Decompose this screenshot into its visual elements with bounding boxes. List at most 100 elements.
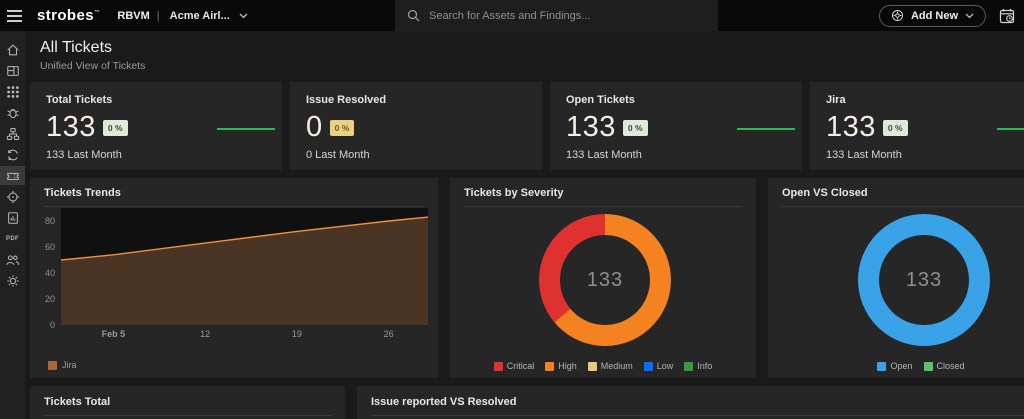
severity-donut-chart[interactable]: 133 bbox=[539, 214, 671, 346]
tickets-by-severity-panel: Tickets by Severity 133 Critical High Me… bbox=[450, 178, 756, 378]
stat-card-title: Total Tickets bbox=[46, 94, 113, 106]
sidebar-item-reports[interactable] bbox=[0, 208, 25, 227]
stat-card-title: Open Tickets bbox=[566, 94, 635, 106]
x-axis-tick-label: Feb 5 bbox=[101, 329, 126, 339]
legend-label: Info bbox=[697, 361, 713, 371]
donut-hole: 133 bbox=[560, 235, 650, 325]
stat-card-open-tickets: Open Tickets 133 0 % 133 Last Month bbox=[550, 82, 802, 170]
page-header: All Tickets Unified View of Tickets bbox=[25, 31, 1024, 72]
stat-card-total-tickets: Total Tickets 133 0 % 133 Last Month bbox=[30, 82, 282, 170]
add-new-label: Add New bbox=[910, 9, 958, 22]
logo-text: strobes bbox=[37, 7, 94, 24]
legend-item-open[interactable]: Open bbox=[877, 361, 913, 371]
legend-item-info[interactable]: Info bbox=[684, 361, 712, 371]
legend-item-high[interactable]: High bbox=[545, 361, 577, 371]
divider bbox=[782, 206, 1024, 207]
sidebar-item-asset-hierarchy[interactable] bbox=[0, 124, 25, 143]
topbar: strobes™ RBVM | Acme Airl... Add New bbox=[0, 0, 1024, 31]
legend-swatch-open bbox=[877, 361, 887, 371]
sidebar-item-scans[interactable] bbox=[0, 187, 25, 206]
sidebar-item-tickets[interactable] bbox=[0, 166, 25, 185]
trend-sparkline bbox=[217, 128, 275, 130]
stat-card-jira: Jira 133 0 % 133 Last Month bbox=[810, 82, 1024, 170]
scan-schedule-calendar-icon[interactable] bbox=[999, 8, 1015, 24]
search-input[interactable] bbox=[429, 9, 706, 22]
sidebar-item-connectors-sync[interactable] bbox=[0, 145, 25, 164]
legend-label: Jira bbox=[62, 360, 77, 370]
divider bbox=[44, 206, 424, 207]
org-selector-label: Acme Airl... bbox=[169, 9, 230, 22]
chevron-down-icon bbox=[965, 13, 974, 19]
separator: | bbox=[156, 9, 160, 22]
legend-swatch-medium bbox=[587, 361, 597, 371]
global-search-bar[interactable] bbox=[395, 0, 718, 31]
search-icon bbox=[407, 9, 420, 22]
severity-legend: Critical High Medium Low Info bbox=[450, 361, 756, 371]
sidebar-item-settings-gear[interactable] bbox=[0, 271, 25, 290]
legend-swatch-info bbox=[684, 361, 694, 371]
legend-label: Critical bbox=[506, 361, 535, 371]
issue-reported-vs-resolved-panel: Issue reported VS Resolved bbox=[357, 386, 1024, 419]
legend-swatch-low bbox=[643, 361, 653, 371]
donut-hole: 133 bbox=[879, 235, 969, 325]
divider bbox=[464, 206, 742, 207]
legend-item-closed[interactable]: Closed bbox=[923, 361, 965, 371]
sidebar-nav: PDF bbox=[0, 31, 25, 419]
org-selector-dropdown[interactable]: Acme Airl... bbox=[170, 10, 248, 22]
divider bbox=[44, 415, 331, 416]
stat-change-badge: 0 % bbox=[882, 119, 908, 136]
open-vs-closed-panel: Open VS Closed 133 Open Closed bbox=[768, 178, 1024, 378]
sidebar-item-home[interactable] bbox=[0, 40, 25, 59]
sidebar-item-team[interactable] bbox=[0, 250, 25, 269]
page-subtitle: Unified View of Tickets bbox=[40, 60, 146, 72]
x-axis-tick-label: 12 bbox=[200, 329, 211, 339]
tickets-trends-panel: Tickets Trends 0 20 40 60 80 Feb 5 12 19 26 Jir… bbox=[30, 178, 438, 378]
stat-card-subtext: 0 Last Month bbox=[306, 149, 370, 161]
donut-total-count: 133 bbox=[586, 268, 624, 291]
x-axis-tick-label: 26 bbox=[383, 329, 394, 339]
sidebar-item-apps-grid[interactable] bbox=[0, 82, 25, 101]
tickets-trends-chart[interactable]: 0 20 40 60 80 Feb 5 12 19 26 bbox=[45, 208, 428, 339]
stat-card-value: 133 bbox=[46, 111, 96, 143]
stat-cards-row: Total Tickets 133 0 % 133 Last Month Iss… bbox=[30, 82, 1024, 170]
main-content: All Tickets Unified View of Tickets Tota… bbox=[25, 31, 1024, 419]
add-new-button[interactable]: Add New bbox=[878, 4, 986, 27]
sidebar-item-dashboard[interactable] bbox=[0, 61, 25, 80]
stat-card-title: Jira bbox=[826, 94, 846, 106]
legend-label: High bbox=[558, 361, 577, 371]
gear-circle-icon bbox=[891, 9, 904, 22]
panel-title: Issue reported VS Resolved bbox=[371, 396, 517, 408]
sidebar-item-pdf-export[interactable]: PDF bbox=[6, 235, 19, 242]
stat-change-badge: 0 % bbox=[622, 119, 648, 136]
y-axis-tick-label: 40 bbox=[44, 268, 55, 278]
panel-title: Tickets Trends bbox=[44, 187, 121, 199]
stat-card-value: 133 bbox=[566, 111, 616, 143]
legend-item-medium[interactable]: Medium bbox=[587, 361, 633, 371]
open-closed-donut-chart[interactable]: 133 bbox=[858, 214, 990, 346]
sidebar-item-bug[interactable] bbox=[0, 103, 25, 122]
stat-card-subtext: 133 Last Month bbox=[566, 149, 642, 161]
stat-card-subtext: 133 Last Month bbox=[826, 149, 902, 161]
chevron-down-icon bbox=[239, 13, 248, 19]
y-axis-tick-label: 60 bbox=[44, 242, 55, 252]
donut-total-count: 133 bbox=[905, 268, 943, 291]
stat-card-subtext: 133 Last Month bbox=[46, 149, 122, 161]
y-axis-tick-label: 80 bbox=[44, 216, 55, 226]
legend-item-critical[interactable]: Critical bbox=[493, 361, 535, 371]
topbar-actions: Add New bbox=[878, 0, 1015, 31]
strobes-logo[interactable]: strobes™ bbox=[37, 7, 100, 24]
stat-change-badge: 0 % bbox=[329, 119, 355, 136]
legend-item-low[interactable]: Low bbox=[643, 361, 673, 371]
legend-swatch-jira bbox=[48, 360, 57, 370]
panel-title: Tickets Total bbox=[44, 396, 111, 408]
page-title: All Tickets bbox=[40, 39, 113, 56]
logo-trademark: ™ bbox=[94, 10, 101, 16]
tickets-total-panel: Tickets Total bbox=[30, 386, 345, 419]
x-axis-tick-label: 19 bbox=[291, 329, 302, 339]
menu-toggle-icon[interactable] bbox=[7, 9, 22, 22]
trend-sparkline bbox=[997, 128, 1024, 130]
stat-card-value: 133 bbox=[826, 111, 876, 143]
legend-label: Medium bbox=[600, 361, 633, 371]
chart-legend[interactable]: Jira bbox=[48, 360, 77, 370]
